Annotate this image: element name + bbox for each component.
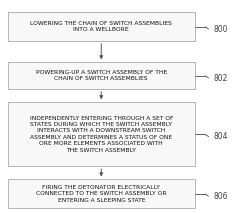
Text: 802: 802 <box>214 74 228 83</box>
Bar <box>8 12 195 41</box>
Text: 806: 806 <box>214 192 228 201</box>
Text: INDEPENDENTLY ENTERING THROUGH A SET OF
STATES DURING WHICH THE SWITCH ASSEMBLY
: INDEPENDENTLY ENTERING THROUGH A SET OF … <box>30 116 173 153</box>
Bar <box>8 179 195 208</box>
Bar <box>8 102 195 166</box>
Bar <box>8 62 195 89</box>
Text: 800: 800 <box>214 25 228 34</box>
Text: POWERING-UP A SWITCH ASSEMBLY OF THE
CHAIN OF SWITCH ASSEMBLIES: POWERING-UP A SWITCH ASSEMBLY OF THE CHA… <box>36 70 167 81</box>
Text: 804: 804 <box>214 132 228 141</box>
Text: LOWERING THE CHAIN OF SWITCH ASSEMBLIES
INTO A WELLBORE: LOWERING THE CHAIN OF SWITCH ASSEMBLIES … <box>30 21 172 32</box>
Text: FIRING THE DETONATOR ELECTRICALLY
CONNECTED TO THE SWITCH ASSEMBLY OR
ENTERING A: FIRING THE DETONATOR ELECTRICALLY CONNEC… <box>36 185 166 203</box>
